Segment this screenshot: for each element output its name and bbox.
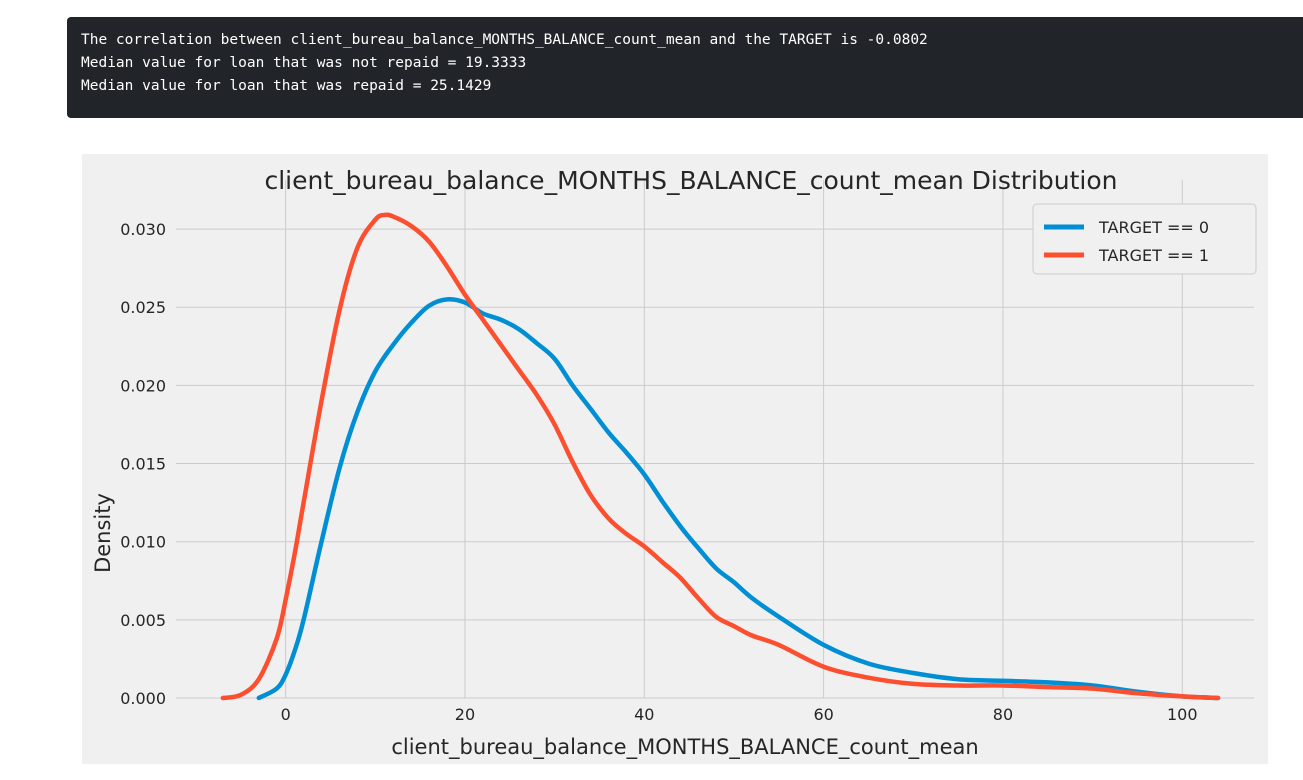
series-line-target-1 <box>220 212 1221 701</box>
cell-output: The correlation between client_bureau_ba… <box>67 17 1303 118</box>
legend-label-target-1: TARGET == 1 <box>1098 246 1209 265</box>
y-tick-label: 0.000 <box>120 689 166 708</box>
legend-label-target-0: TARGET == 0 <box>1098 218 1209 237</box>
correlation-text: The correlation between client_bureau_ba… <box>81 32 928 48</box>
kde-chart: 0 20 40 60 80 100 0.000 0.005 0.010 0.015 0.020 0.0… <box>91 166 1257 760</box>
series-line-target-0 <box>256 297 1221 701</box>
median-not-repaid-text: Median value for loan that was not repai… <box>81 55 527 71</box>
y-tick-label: 0.030 <box>120 220 166 239</box>
x-tick-label: 20 <box>455 705 475 724</box>
chart-figure: 0 20 40 60 80 100 0.000 0.005 0.010 0.015 0.020 0.0… <box>82 154 1268 764</box>
y-tick-label: 0.020 <box>120 376 166 395</box>
tick-labels: 0 20 40 60 80 100 0.000 0.005 0.010 0.015 0.020 0.0… <box>120 220 1197 724</box>
y-tick-label: 0.010 <box>120 533 166 552</box>
median-repaid-text: Median value for loan that was repaid = … <box>81 78 492 94</box>
chart-title: client_bureau_balance_MONTHS_BALANCE_cou… <box>264 166 1117 195</box>
series-lines <box>220 212 1221 701</box>
y-tick-label: 0.005 <box>120 611 166 630</box>
legend: TARGET == 0 TARGET == 1 <box>1032 203 1257 275</box>
y-axis-label: Density <box>91 493 115 573</box>
x-axis-label: client_bureau_balance_MONTHS_BALANCE_cou… <box>391 735 978 760</box>
y-tick-label: 0.015 <box>120 455 166 474</box>
y-tick-label: 0.025 <box>120 298 166 317</box>
x-tick-label: 40 <box>634 705 654 724</box>
x-tick-label: 80 <box>993 705 1013 724</box>
x-tick-label: 0 <box>281 705 291 724</box>
x-tick-label: 100 <box>1167 705 1198 724</box>
x-tick-label: 60 <box>813 705 833 724</box>
legend-box <box>1032 203 1257 275</box>
